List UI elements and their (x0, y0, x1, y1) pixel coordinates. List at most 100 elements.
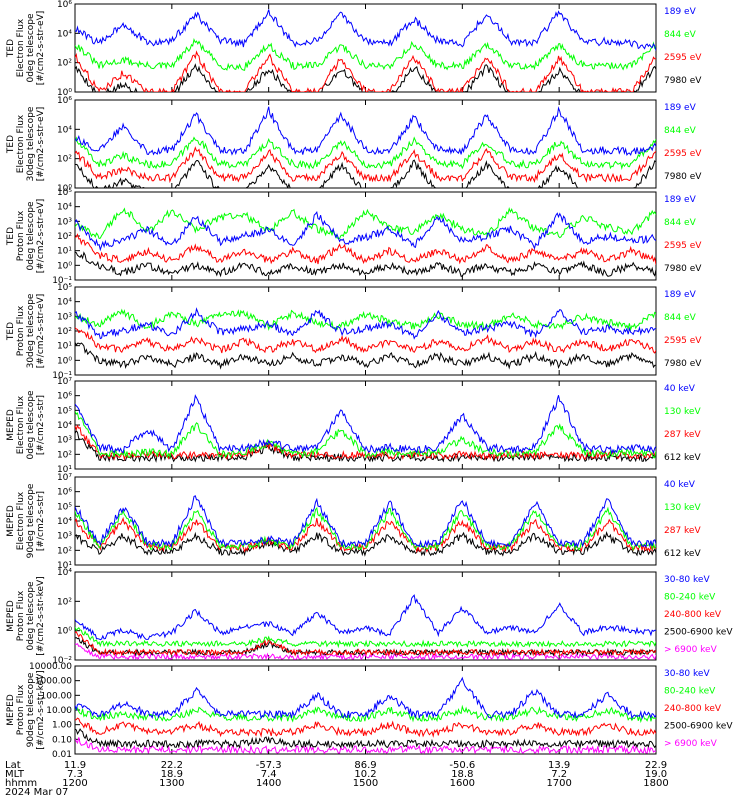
legend-entry: 2500-6900 keV (664, 722, 733, 732)
legend-entry: > 6900 keV (664, 645, 718, 655)
y-tick-label: 10⁰ (57, 88, 72, 98)
footer-value: -57.3 (256, 760, 282, 771)
y-axis-label-line: [#/cm2-s-str-keV] (36, 576, 46, 655)
y-tick-label: 10⁴ (57, 421, 72, 431)
y-axis-label-line: 90deg telescope (26, 483, 36, 558)
footer-value: 7.2 (551, 769, 567, 780)
footer-value: 1700 (546, 778, 571, 789)
y-axis-label-line: [#/cm2-s-str] (36, 395, 46, 455)
y-tick-label: 10⁴ (57, 203, 72, 213)
panel-3: 10⁻¹ 10⁰ 10¹ 10² 10³ 10⁴ 10⁵ TED Proton Flux 0deg… (6, 188, 702, 286)
panel-frame (74, 3, 657, 93)
y-tick-label: 10² (57, 232, 72, 242)
series-line (75, 737, 656, 754)
legend-entry: 130 keV (664, 407, 701, 417)
legend-entry: 7980 eV (664, 359, 702, 369)
y-tick-label: 0.10 (52, 735, 72, 745)
y-axis-label-line: [#/cm2-s-str-eV] (36, 11, 46, 86)
y-tick-label: 10² (57, 155, 72, 165)
y-axis-label-line: Electron Flux (16, 491, 26, 550)
series-line (75, 63, 656, 92)
y-axis-label-line: TED (6, 322, 16, 341)
y-tick-label: 10⁻¹ (52, 371, 72, 381)
series-line (75, 342, 656, 370)
panel-4: 10⁻¹ 10⁰ 10¹ 10² 10³ 10⁴ 10⁵ TED Proton Flux 30de… (6, 283, 702, 381)
y-axis-label-line: TED (6, 227, 16, 246)
y-tick-label: 10¹ (57, 247, 72, 257)
y-tick-label: 10¹ (57, 561, 72, 571)
y-axis-label-line: 0deg telescope (26, 390, 36, 460)
y-axis-label-line: Proton Flux (16, 210, 26, 261)
y-tick-label: 10² (57, 546, 72, 556)
y-tick-label: 10⁰ (57, 261, 72, 271)
legend-entry: 612 keV (664, 549, 701, 559)
y-tick-label: 10³ (57, 217, 72, 227)
footer-row-label-mlt: MLT (5, 769, 25, 780)
y-axis-label-line: Proton Flux (16, 590, 26, 641)
footer-value: 18.8 (451, 769, 473, 780)
y-axis-label-line: Proton Flux (16, 684, 26, 735)
series-line (75, 327, 656, 354)
y-tick-label: 10² (57, 450, 72, 460)
panel-6: 10¹ 10² 10³ 10⁴ 10⁵ 10⁶ 10⁷ MEPED Electron Flux 9… (6, 473, 701, 571)
y-axis-label-line: 30deg telescope (26, 293, 36, 368)
y-tick-label: 100.00 (41, 691, 73, 701)
y-tick-label: 10⁰ (57, 627, 72, 637)
y-tick-label: 10⁵ (57, 502, 72, 512)
y-axis-label-line: TED (6, 135, 16, 154)
y-axis-label-line: [#/cm2-s-str-eV] (36, 294, 46, 369)
footer-row-label-lat: Lat (5, 760, 21, 771)
y-axis-label-line: MEPED (6, 409, 16, 441)
footer-value: 7.4 (261, 769, 277, 780)
legend-entry: 844 eV (664, 313, 697, 323)
y-tick-label: 10¹ (57, 465, 72, 475)
footer-value: 11.9 (64, 760, 86, 771)
footer-date: 2024 Mar 07 (5, 787, 68, 798)
panel-frame (74, 571, 657, 661)
y-axis-label-line: 0deg telescope (26, 201, 36, 271)
series-line (75, 728, 656, 750)
y-tick-label: 10⁵ (57, 283, 72, 293)
series-line (75, 630, 656, 657)
y-tick-label: 10⁻² (52, 656, 72, 666)
y-tick-label: 1000.00 (35, 677, 72, 687)
y-tick-label: 1.00 (52, 721, 72, 731)
panel-5: 10¹ 10² 10³ 10⁴ 10⁵ 10⁶ 10⁷ MEPED Electron Flux 0… (6, 377, 701, 475)
footer-value: 1200 (62, 778, 87, 789)
series-line (75, 594, 656, 641)
y-axis-label-line: Electron Flux (16, 114, 26, 173)
legend-entry: 7980 eV (664, 172, 702, 182)
y-axis-label-line: [#/cm2-s-str-keV] (36, 670, 46, 749)
footer-value: -50.6 (449, 760, 475, 771)
y-tick-label: 10⁵ (57, 406, 72, 416)
y-tick-label: 10⁴ (57, 298, 72, 308)
legend-entry: > 6900 keV (664, 739, 718, 749)
y-tick-label: 10⁴ (57, 517, 72, 527)
series-line (75, 676, 656, 720)
y-axis-label-line: Electron Flux (16, 18, 26, 77)
legend-entry: 40 keV (664, 384, 696, 394)
panel-2: 10⁰ 10² 10⁴ 10⁶ TED Electron Flux 30deg telesc… (6, 96, 702, 194)
y-tick-label: 10⁶ (57, 0, 72, 10)
footer-value: 10.2 (354, 769, 376, 780)
series-line (75, 136, 656, 171)
y-axis-label-line: [#/cm2-s-str] (36, 491, 46, 551)
y-tick-label: 10⁴ (57, 125, 72, 135)
panel-7: 10⁻² 10⁰ 10² 10⁴ MEPED Proton Flux 0deg telesc… (6, 568, 733, 666)
series-line (75, 308, 656, 332)
series-line (75, 626, 656, 649)
legend-entry: 30-80 keV (664, 669, 710, 679)
y-axis-label-line: MEPED (6, 505, 16, 537)
y-tick-label: 10³ (57, 312, 72, 322)
series-line (75, 410, 656, 459)
legend-entry: 844 eV (664, 218, 697, 228)
y-tick-label: 10⁻¹ (52, 276, 72, 286)
legend-entry: 80-240 keV (664, 593, 716, 603)
series-line (75, 530, 656, 557)
series-line (75, 495, 656, 549)
footer-value: 22.2 (161, 760, 183, 771)
series-line (75, 643, 656, 660)
footer-group: Lat MLT hhmm 2024 Mar 07 11.9 22.2 -57.3 86… (5, 760, 669, 798)
